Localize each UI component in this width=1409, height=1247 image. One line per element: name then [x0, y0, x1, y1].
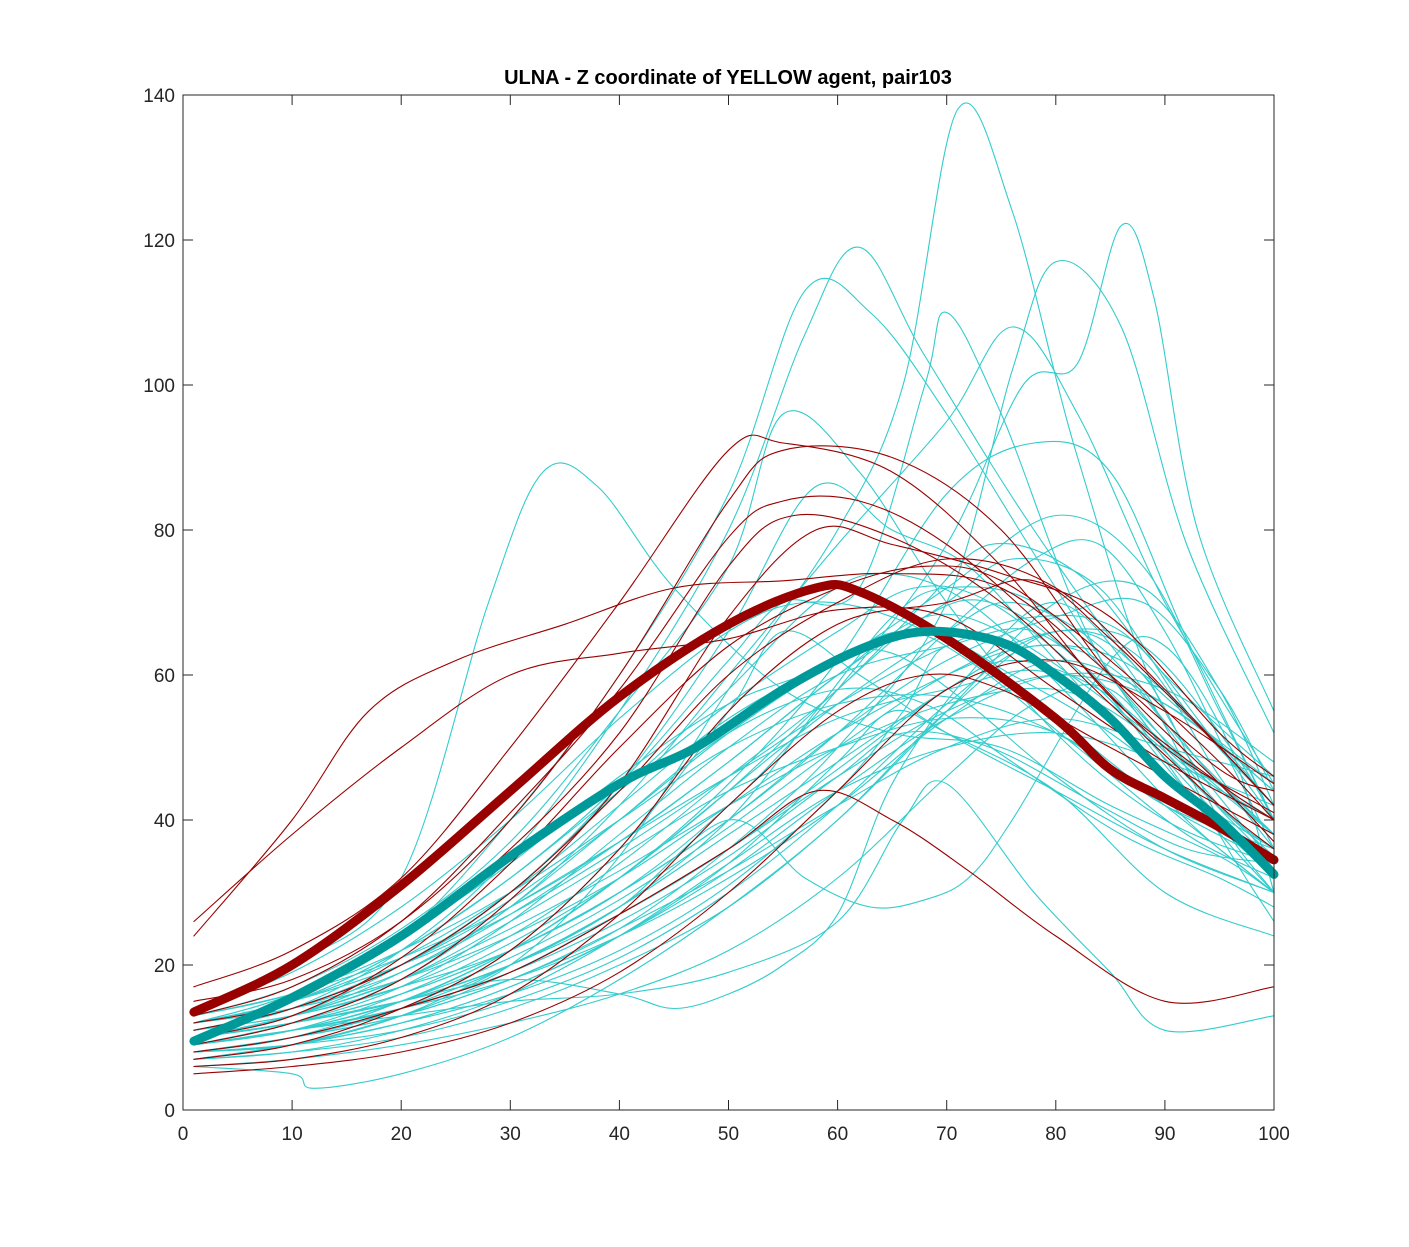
y-tick-label: 0	[164, 1101, 175, 1122]
series-line-red-trial-10	[193, 558, 1275, 1031]
x-tick-label: 90	[1154, 1124, 1175, 1145]
series-line-red-trial-2	[193, 606, 1275, 923]
series-line-cyan-trial-42	[193, 732, 1275, 1060]
x-tick-label: 40	[609, 1124, 630, 1145]
series-line-red-trial-6	[193, 525, 1275, 1046]
series-line-cyan-trial-38	[193, 687, 1275, 1039]
x-tick-label: 80	[1045, 1124, 1066, 1145]
series-line-cyan-trial-45	[193, 585, 1275, 1024]
x-tick-label: 50	[718, 1124, 739, 1145]
y-tick-label: 80	[154, 521, 175, 542]
x-tick-label: 100	[1258, 1124, 1290, 1145]
x-tick-label: 0	[178, 1124, 189, 1145]
x-tick-label: 60	[827, 1124, 848, 1145]
series-line-red-mean	[189, 580, 1279, 1017]
x-tick-label: 10	[282, 1124, 303, 1145]
plot-area-background	[183, 95, 1274, 1110]
mean-lines	[189, 580, 1279, 1046]
series-line-red-trial-9	[193, 659, 1275, 1075]
series-line-red-trial-11	[193, 789, 1275, 1053]
series-line-cyan-trial-35	[193, 601, 1275, 1010]
x-tick-label: 70	[936, 1124, 957, 1145]
series-line-cyan-mean	[189, 626, 1279, 1046]
x-tick-label: 30	[500, 1124, 521, 1145]
y-tick-label: 20	[154, 956, 175, 977]
chart-title: ULNA - Z coordinate of YELLOW agent, pai…	[504, 67, 952, 89]
series-line-cyan-trial-44	[193, 629, 1275, 1089]
series-line-cyan-trial-43	[193, 597, 1275, 1039]
series-line-red-trial-8	[193, 673, 1275, 1068]
y-tick-label: 100	[143, 376, 175, 397]
y-tick-label: 140	[143, 86, 175, 107]
series-line-cyan-trial-16	[193, 635, 1275, 1053]
series-line-cyan-trial-29	[193, 648, 1275, 1024]
y-tick-label: 120	[143, 231, 175, 252]
series-line-red-trial-3	[193, 434, 1275, 988]
series-line-red-trial-12	[193, 495, 1275, 1017]
series-line-cyan-trial-24	[193, 684, 1275, 1068]
y-tick-label: 40	[154, 811, 175, 832]
x-axis: 0 10 20 30 40 50 60 70 80 90 100	[178, 95, 1290, 1145]
series-line-cyan-trial-52	[193, 672, 1275, 1060]
series-line-red-trial-13	[193, 565, 1275, 1039]
series-line-cyan-trial-36	[193, 614, 1275, 1024]
x-tick-label: 20	[391, 1124, 412, 1145]
series-line-cyan-trial-51	[193, 628, 1275, 1046]
y-axis: 0 20 40 60 80 100 120 140	[143, 86, 1274, 1122]
y-tick-label: 60	[154, 666, 175, 687]
series-line-cyan-trial-46	[193, 659, 1275, 1046]
trial-lines	[193, 102, 1275, 1089]
